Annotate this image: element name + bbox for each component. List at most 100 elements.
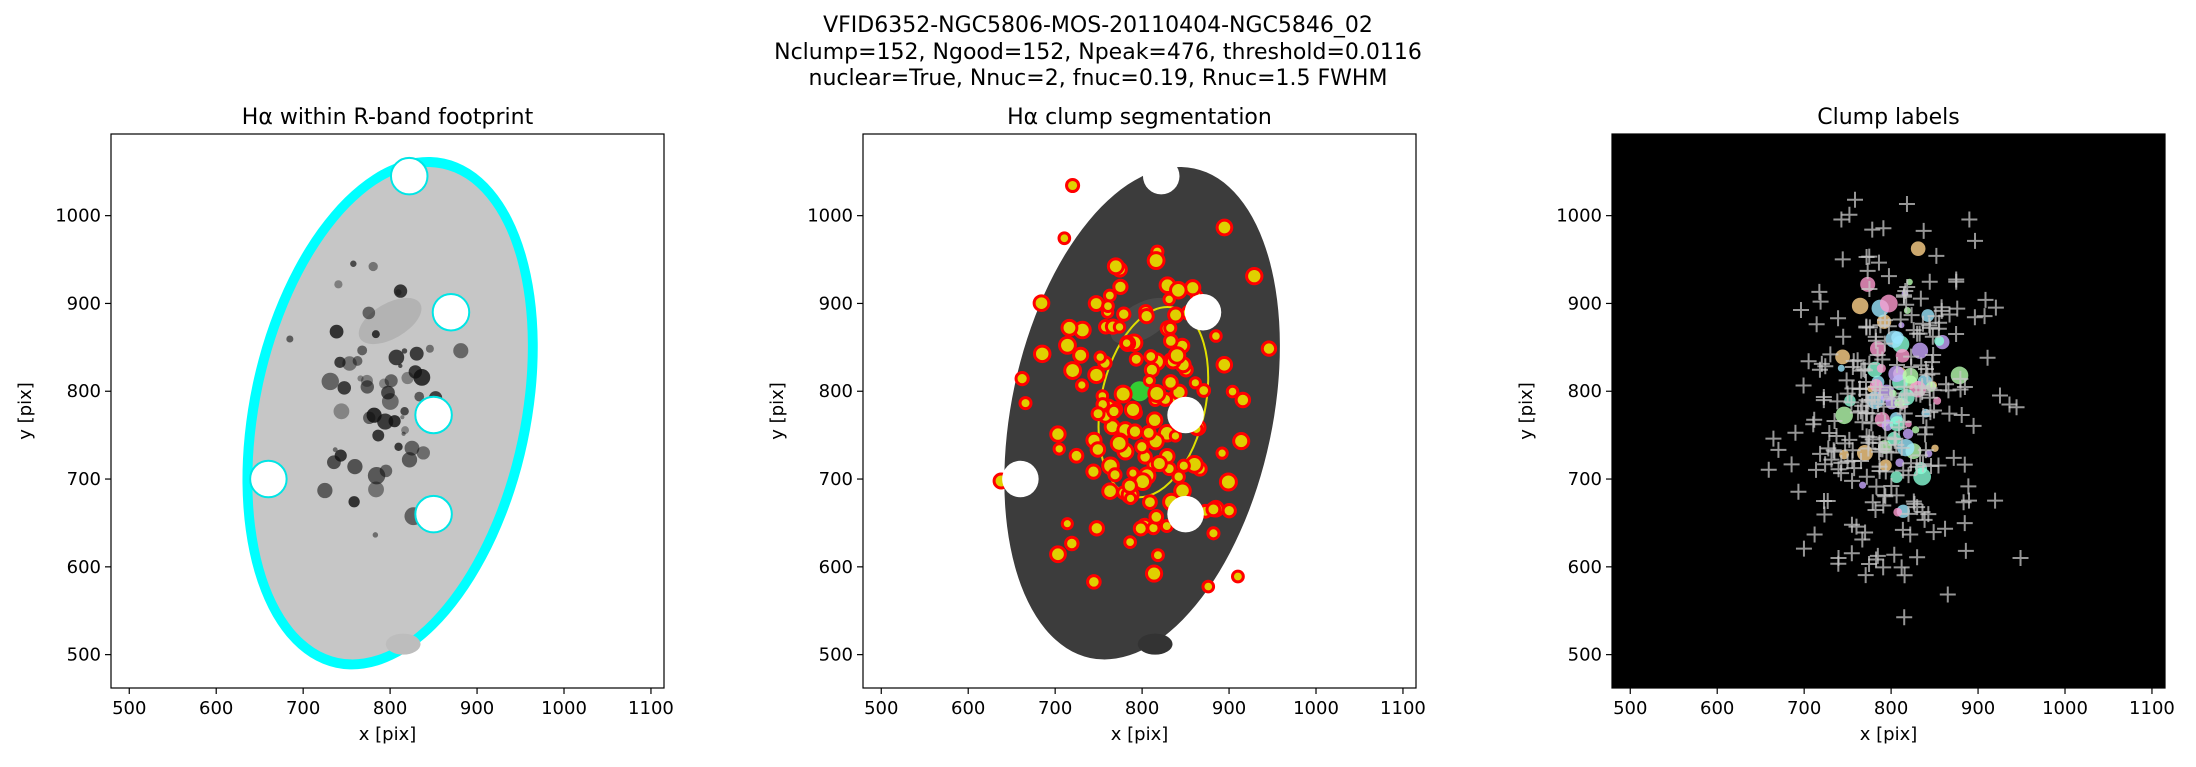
clump-marker <box>1121 477 1138 494</box>
peak-cross <box>2001 396 2018 413</box>
clump-marker <box>1230 569 1245 584</box>
clump-texture <box>368 261 378 272</box>
peak-cross <box>1875 220 1892 237</box>
clump-marker <box>1209 329 1223 343</box>
y-tick-label: 600 <box>819 557 853 578</box>
clump-marker <box>1032 344 1052 364</box>
clump-texture <box>360 374 373 387</box>
peak-cross <box>1915 222 1932 239</box>
clump-texture <box>334 280 343 289</box>
peak-cross <box>1868 551 1885 568</box>
peak-cross <box>1787 424 1804 441</box>
clump-texture <box>401 431 406 436</box>
y-tick-label: 800 <box>1568 381 1602 402</box>
clump-texture <box>384 374 398 388</box>
peak-cross <box>1898 296 1915 313</box>
peak-cross <box>1927 308 1944 325</box>
peak-cross <box>1886 546 1903 563</box>
peak-cross <box>1783 456 1800 473</box>
y-tick-label: 800 <box>67 381 101 402</box>
peak-cross <box>1960 478 1977 495</box>
peak-cross <box>1892 311 1909 328</box>
clump-marker <box>1126 466 1140 480</box>
clump-marker <box>1107 467 1123 483</box>
clump-marker <box>1075 378 1089 392</box>
clump-marker <box>1032 294 1051 313</box>
mask-hole <box>1142 157 1180 195</box>
peak-cross <box>1858 373 1874 390</box>
mask-hole <box>431 292 471 332</box>
clump-marker <box>1049 545 1067 564</box>
clump-marker <box>1123 491 1138 506</box>
clump-texture <box>416 446 430 460</box>
peak-cross <box>1821 424 1838 441</box>
clump-marker <box>1090 406 1106 422</box>
peak-cross <box>1896 385 1913 402</box>
clump-marker <box>1145 411 1164 429</box>
peak-cross <box>1856 362 1873 379</box>
peak-cross <box>1871 386 1888 403</box>
clump-marker <box>1102 288 1117 303</box>
clump-texture <box>352 356 363 366</box>
clump-texture <box>363 411 376 424</box>
peak-cross <box>1905 322 1922 339</box>
axes-frame <box>1611 133 2166 689</box>
peak-cross <box>1894 521 1911 538</box>
clump-marker <box>1143 349 1159 364</box>
peak-cross <box>1833 211 1850 228</box>
peak-cross <box>1909 549 1926 566</box>
peak-cross <box>1903 348 1920 365</box>
clump-marker <box>1060 318 1079 337</box>
clump-marker <box>1109 433 1129 453</box>
peak-cross <box>1877 429 1894 446</box>
peak-cross <box>1909 499 1926 516</box>
peak-cross <box>1915 407 1932 424</box>
x-axis-label: x [pix] <box>1860 724 1918 745</box>
clump-texture <box>414 391 425 402</box>
peak-cross <box>1883 390 1900 407</box>
peak-cross <box>1861 281 1878 298</box>
label-patch <box>1903 307 1911 314</box>
y-tick-label: 800 <box>819 381 853 402</box>
peak-cross <box>1854 414 1871 431</box>
clump-marker <box>1112 320 1127 334</box>
peak-cross <box>1922 404 1939 421</box>
label-patch <box>1835 406 1853 425</box>
clump-texture <box>357 375 364 382</box>
peak-cross <box>1816 506 1833 523</box>
peak-cross <box>1800 353 1817 370</box>
peak-cross <box>1898 196 1915 213</box>
x-tick-label: 500 <box>1613 698 1647 719</box>
clump-marker <box>1132 520 1149 537</box>
mask-hole <box>1167 495 1204 533</box>
peak-cross <box>2008 399 2025 416</box>
peak-cross <box>1918 419 1935 436</box>
peak-cross <box>1858 319 1875 336</box>
clump-marker <box>1201 579 1216 594</box>
clump-texture <box>400 406 409 416</box>
peak-cross <box>1859 262 1876 279</box>
x-tick-label: 600 <box>1700 698 1734 719</box>
peak-cross <box>1925 524 1942 541</box>
peak-cross <box>1812 293 1829 310</box>
peak-cross <box>1830 461 1847 478</box>
peak-cross <box>1760 461 1777 478</box>
peak-cross <box>1987 299 2004 316</box>
peak-cross <box>1957 542 1974 559</box>
y-axis-label: y [pix] <box>15 382 36 440</box>
peak-cross <box>1921 319 1938 336</box>
clump-marker <box>1087 295 1105 313</box>
y-tick-label: 1000 <box>807 206 853 227</box>
label-patch <box>1895 348 1910 363</box>
peak-cross <box>1867 502 1884 519</box>
peak-cross <box>1914 315 1931 332</box>
peak-cross <box>1955 494 1972 511</box>
peak-cross <box>1896 567 1913 584</box>
clump-marker <box>1014 371 1030 387</box>
peak-cross <box>1937 520 1954 537</box>
mask-hole <box>1002 460 1039 498</box>
clump-marker <box>1146 251 1166 270</box>
clump-marker <box>1234 391 1252 409</box>
clump-marker <box>1162 333 1179 349</box>
clump-texture <box>395 289 402 296</box>
